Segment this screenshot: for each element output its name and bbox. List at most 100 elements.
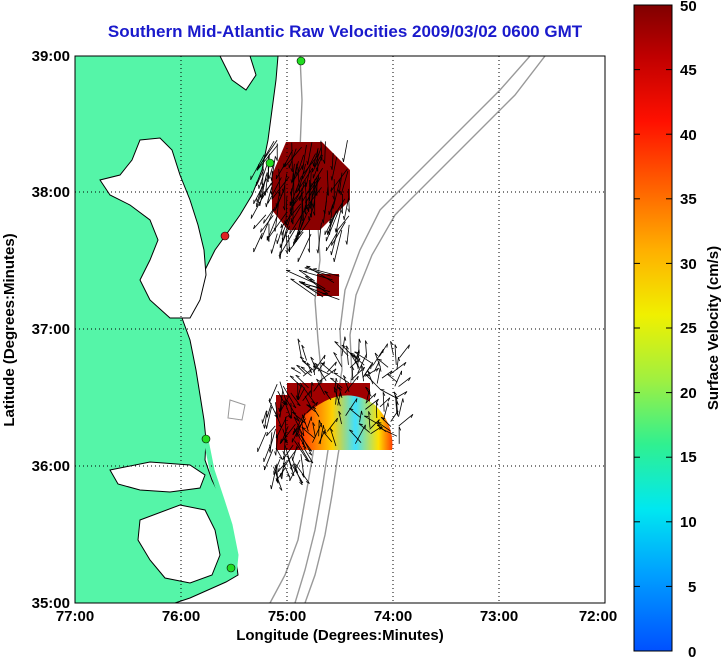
velocity-vector	[298, 281, 324, 298]
velocity-vector-head	[331, 204, 334, 209]
velocity-vector-head	[353, 354, 357, 358]
velocity-vector	[295, 374, 309, 389]
grid-lines	[75, 56, 605, 603]
velocity-vector-head	[289, 201, 292, 206]
velocity-vector-head	[338, 387, 342, 391]
velocity-vector	[334, 341, 349, 357]
velocity-vector-head	[341, 344, 346, 348]
velocity-vector	[330, 428, 337, 447]
velocity-vector	[279, 381, 288, 406]
velocity-vector	[312, 268, 340, 277]
velocity-vector-head	[393, 391, 397, 396]
velocity-vector-head	[312, 162, 314, 167]
velocity-vector	[297, 166, 300, 192]
velocity-vector	[265, 187, 273, 208]
velocity-vector	[345, 398, 358, 416]
velocity-vector	[398, 413, 414, 427]
velocity-vector	[318, 429, 326, 444]
velocity-vector-head	[331, 241, 333, 246]
x-tick-label: 76:00	[162, 608, 200, 625]
velocity-vector	[260, 215, 274, 233]
velocity-vector	[394, 344, 397, 365]
velocity-vector	[266, 212, 287, 241]
velocity-vector-head	[270, 176, 273, 181]
velocity-vector-head	[260, 228, 262, 233]
velocity-vector-head	[310, 356, 314, 361]
velocity-vector	[296, 364, 307, 375]
velocity-vector	[362, 364, 372, 378]
velocity-vector	[289, 459, 301, 482]
velocity-vector	[305, 176, 322, 204]
velocity-vector	[266, 215, 278, 241]
velocity-vector	[340, 170, 349, 196]
velocity-vector-head	[306, 160, 309, 165]
velocity-vector	[316, 378, 325, 395]
velocity-vector-head	[282, 455, 285, 460]
velocity-vector	[275, 162, 287, 180]
velocity-vector	[301, 344, 307, 361]
velocity-vector-head	[320, 380, 322, 385]
velocity-vector-head	[319, 156, 323, 161]
velocity-vector-head	[318, 419, 321, 424]
velocity-vector	[280, 396, 290, 412]
velocity-vector-head	[368, 389, 371, 394]
x-ticks: 77:00 76:00 75:00 74:00 73:00 72:00	[56, 608, 617, 625]
velocity-vector	[266, 403, 272, 418]
velocity-vector	[296, 167, 313, 193]
y-tick-label: 37:00	[32, 321, 70, 338]
velocity-vector	[300, 366, 312, 377]
velocity-vector	[293, 416, 303, 435]
velocity-vector-head	[326, 191, 329, 196]
velocity-vector-head	[351, 366, 355, 371]
station-marker	[226, 563, 236, 573]
velocity-vector-head	[266, 178, 269, 183]
velocity-vector-head	[263, 219, 265, 224]
velocity-vector-head	[324, 390, 329, 394]
velocity-vector-head	[292, 177, 294, 182]
velocity-vector-head	[270, 485, 272, 490]
velocity-vector-head	[290, 218, 293, 223]
velocity-vector-head	[313, 362, 316, 367]
velocity-vector-head	[295, 374, 300, 378]
velocity-vector-head	[299, 481, 303, 486]
x-tick-label: 74:00	[374, 608, 412, 625]
velocity-vector	[297, 338, 302, 358]
velocity-vector-head	[309, 278, 314, 281]
velocity-vector-head	[278, 407, 281, 412]
velocity-vector	[324, 141, 326, 164]
velocity-vector	[378, 343, 388, 357]
velocity-vector-head	[398, 357, 400, 362]
velocity-vector-head	[333, 368, 337, 373]
velocity-vector	[304, 267, 331, 277]
velocity-vector	[282, 385, 297, 409]
velocity-vector-head	[299, 480, 304, 484]
station-marker	[201, 434, 211, 444]
velocity-vector-head	[343, 375, 347, 379]
velocity-vector	[365, 374, 381, 390]
velocity-vector	[349, 408, 361, 419]
velocity-vector	[280, 203, 302, 229]
velocity-vector-head	[377, 419, 380, 424]
velocity-vector-head	[330, 251, 332, 256]
velocity-vector-head	[330, 377, 335, 380]
x-axis-label: Longitude (Degrees:Minutes)	[236, 627, 444, 644]
velocity-vector-head	[327, 230, 330, 235]
velocity-vector-head	[300, 366, 305, 369]
velocity-vector	[297, 387, 306, 401]
velocity-vector	[333, 229, 343, 262]
velocity-vector	[314, 363, 327, 381]
velocity-vector	[326, 170, 329, 196]
velocity-vector	[394, 370, 402, 387]
velocity-vector	[305, 275, 329, 295]
velocity-vector-head	[306, 362, 311, 366]
velocity-vector	[296, 384, 302, 400]
velocity-vector-head	[301, 427, 306, 430]
velocity-vector	[301, 192, 305, 223]
velocity-vector-head	[309, 390, 312, 395]
colorbar-tick-label: 25	[680, 320, 697, 337]
velocity-vector	[382, 392, 385, 412]
velocity-vector	[358, 423, 371, 433]
velocity-vector-head	[265, 424, 267, 429]
velocity-vector	[374, 352, 381, 368]
velocity-vector-head	[308, 188, 310, 193]
